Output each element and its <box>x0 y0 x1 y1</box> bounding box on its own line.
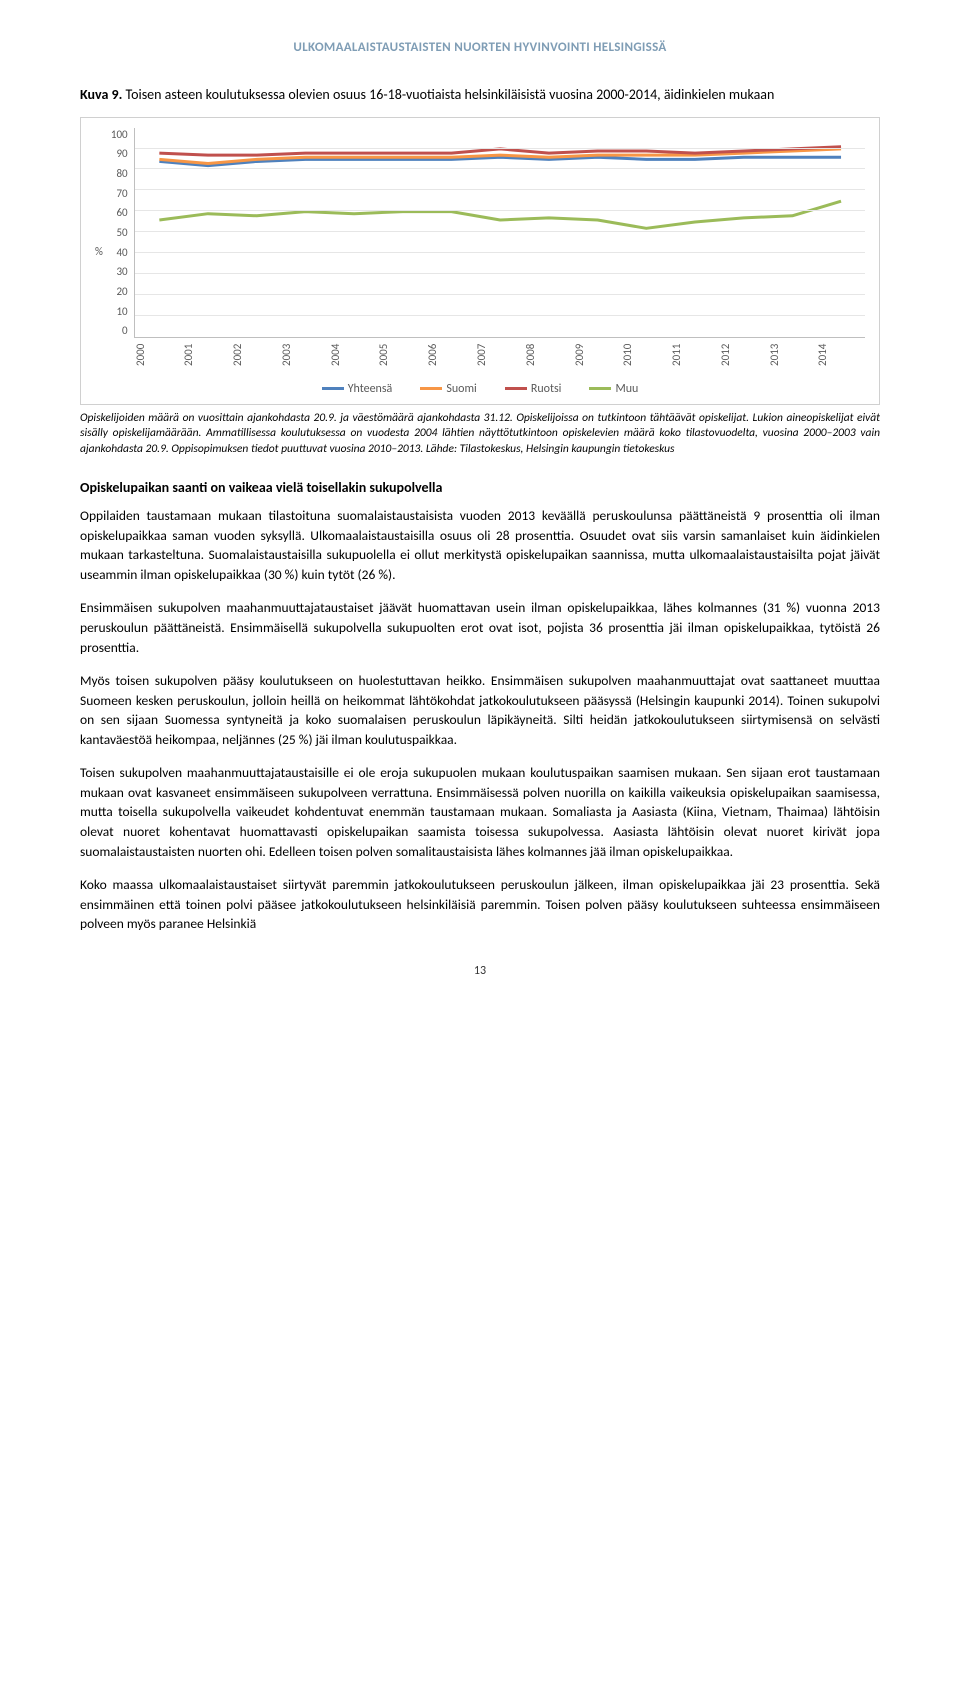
legend-label: Ruotsi <box>531 382 562 396</box>
gridline <box>135 168 865 169</box>
figure-label: Kuva 9. <box>80 86 122 103</box>
page-header: ULKOMAALAISTAUSTAISTEN NUORTEN HYVINVOIN… <box>80 40 880 55</box>
legend-item: Ruotsi <box>505 382 562 396</box>
y-tick: 0 <box>122 324 128 337</box>
gridline <box>135 315 865 316</box>
x-tick: 2013 <box>768 338 817 376</box>
x-tick: 2007 <box>475 338 524 376</box>
paragraph: Toisen sukupolven maahanmuuttajataustais… <box>80 763 880 861</box>
chart-legend: Yhteensä Suomi Ruotsi Muu <box>95 382 865 396</box>
paragraph: Oppilaiden taustamaan mukaan tilastoitun… <box>80 506 880 584</box>
y-tick: 100 <box>111 128 128 141</box>
legend-swatch <box>322 387 344 390</box>
x-tick: 2006 <box>426 338 475 376</box>
gridline <box>135 148 865 149</box>
paragraph: Koko maassa ulkomaalaistaustaiset siirty… <box>80 875 880 934</box>
x-tick: 2001 <box>182 338 231 376</box>
x-tick: 2003 <box>280 338 329 376</box>
legend-label: Suomi <box>446 382 477 396</box>
series-line <box>159 201 841 228</box>
x-tick: 2010 <box>621 338 670 376</box>
y-tick: 60 <box>116 206 127 219</box>
x-tick: 2011 <box>670 338 719 376</box>
section-title: Opiskelupaikan saanti on vaikeaa vielä t… <box>80 479 880 496</box>
legend-item: Yhteensä <box>322 382 393 396</box>
gridline <box>135 210 865 211</box>
x-tick: 2012 <box>719 338 768 376</box>
x-tick: 2009 <box>573 338 622 376</box>
x-axis: 2000200120022003200420052006200720082009… <box>134 338 865 376</box>
figure-title: Kuva 9. Toisen asteen koulutuksessa olev… <box>80 85 880 105</box>
y-tick: 80 <box>116 167 127 180</box>
figure-title-text: Toisen asteen koulutuksessa olevien osuu… <box>126 86 775 103</box>
legend-swatch <box>420 387 442 390</box>
x-tick: 2014 <box>816 338 865 376</box>
legend-item: Muu <box>589 382 638 396</box>
chart-plot-area <box>134 128 865 338</box>
legend-label: Muu <box>615 382 638 396</box>
legend-swatch <box>505 387 527 390</box>
paragraph: Myös toisen sukupolven pääsy koulutuksee… <box>80 671 880 749</box>
page-number: 13 <box>80 964 880 978</box>
gridline <box>135 252 865 253</box>
y-tick: 10 <box>116 305 127 318</box>
gridline <box>135 273 865 274</box>
x-tick: 2005 <box>377 338 426 376</box>
y-tick: 40 <box>116 246 127 259</box>
x-tick: 2004 <box>329 338 378 376</box>
chart-container: % 1009080706050403020100 200020012002200… <box>80 117 880 405</box>
x-tick: 2002 <box>231 338 280 376</box>
paragraph: Ensimmäisen sukupolven maahanmuuttajatau… <box>80 598 880 657</box>
legend-label: Yhteensä <box>348 382 393 396</box>
x-tick: 2000 <box>134 338 183 376</box>
y-tick: 30 <box>116 265 127 278</box>
y-axis-unit: % <box>95 245 111 258</box>
chart-note: Opiskelijoiden määrä on vuosittain ajank… <box>80 411 880 458</box>
gridline <box>135 189 865 190</box>
y-tick: 90 <box>116 147 127 160</box>
gridline <box>135 231 865 232</box>
y-axis: 1009080706050403020100 <box>111 128 134 338</box>
y-tick: 70 <box>116 187 127 200</box>
y-tick: 20 <box>116 285 127 298</box>
legend-item: Suomi <box>420 382 477 396</box>
y-tick: 50 <box>116 226 127 239</box>
chart-lines <box>135 128 865 337</box>
legend-swatch <box>589 387 611 390</box>
x-tick: 2008 <box>524 338 573 376</box>
gridline <box>135 294 865 295</box>
